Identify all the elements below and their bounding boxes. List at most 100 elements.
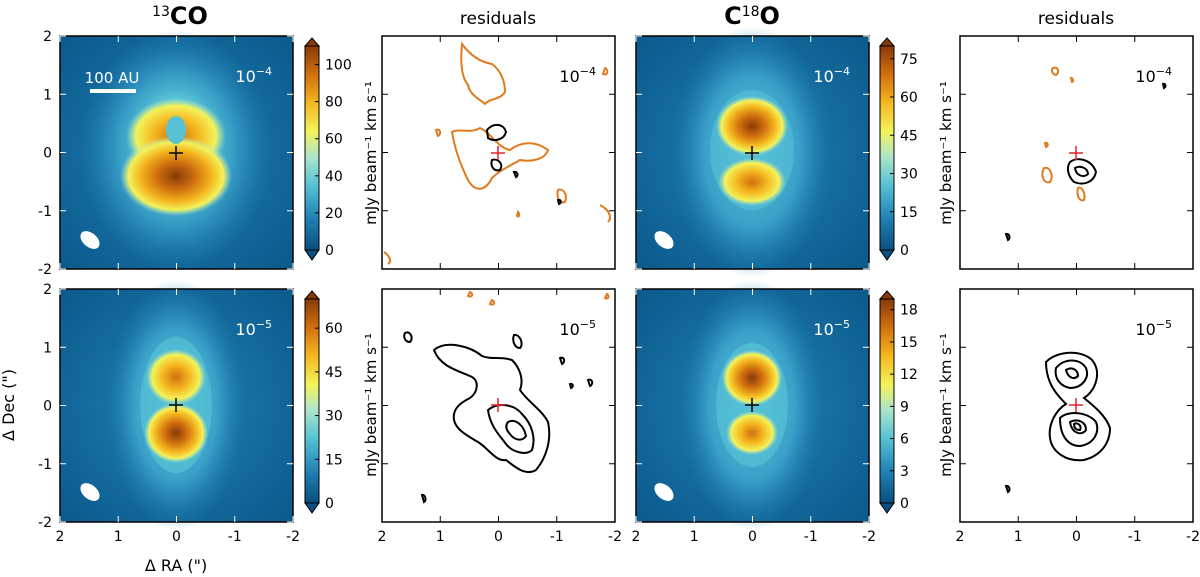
cbar-tick-label: 15 <box>900 205 918 221</box>
panel-tag-res1-bot: 10−5 <box>559 318 596 339</box>
cbar-label-4: mJy beam⁻¹ km s⁻¹ <box>937 333 955 477</box>
x-tick-label: 1 <box>436 529 445 545</box>
cbar-tick-label: 60 <box>325 132 343 148</box>
colorbar-c18o-top: 0 15 30 45 60 75 <box>878 37 918 261</box>
cbar-tick-label: 60 <box>325 321 343 337</box>
panel-tag-res1-top: 10−4 <box>559 65 596 86</box>
residual-13co-bottom: 10−5 <box>381 288 616 523</box>
beam <box>654 483 674 501</box>
x-tick-label: -1 <box>550 529 564 545</box>
cbar-tick-label: 60 <box>900 90 918 106</box>
x-tick-label: 0 <box>494 529 503 545</box>
positive-contours <box>485 124 562 206</box>
x-axis-label: Δ RA (") <box>145 556 207 575</box>
cbar-tick-label: 40 <box>325 169 343 185</box>
x-tick-label: 2 <box>56 529 65 545</box>
title-13co: 13CO <box>152 2 208 30</box>
cbar-tick-label: 3 <box>900 464 909 480</box>
negative-contours <box>383 41 611 265</box>
panel-tag-c18o-bot: 10−5 <box>813 318 850 339</box>
y-axis-label: Δ Dec (") <box>0 369 18 441</box>
beam <box>80 231 100 249</box>
star-marker <box>745 146 759 160</box>
star-marker <box>169 146 183 160</box>
title-residuals-1: residuals <box>460 9 536 29</box>
cbar-tick-label: 18 <box>900 303 918 319</box>
x-tick-label: 1 <box>1014 529 1023 545</box>
x-tick-label: -2 <box>862 529 876 545</box>
beam <box>654 231 674 249</box>
y-tick-label: 1 <box>43 340 52 356</box>
cbar-label-2: mJy beam⁻¹ km s⁻¹ <box>937 81 955 225</box>
y-tick-label: -2 <box>38 515 52 531</box>
cbar-tick-label: 12 <box>900 367 918 383</box>
x-tick-label: -2 <box>608 529 622 545</box>
scalebar <box>90 89 136 93</box>
x-tick-label: 2 <box>378 529 387 545</box>
y-tick-label: -2 <box>38 262 52 278</box>
x-tick-label: 2 <box>956 529 965 545</box>
scalebar-label: 100 AU <box>85 69 140 87</box>
cbar-tick-label: 100 <box>325 58 352 74</box>
x-tick-label: -2 <box>286 529 300 545</box>
cbar-tick-label: 30 <box>900 167 918 183</box>
cbar-tick-label: 45 <box>900 128 918 144</box>
star-marker <box>491 398 505 412</box>
residual-c18o-bottom: 10−5 <box>959 288 1194 523</box>
y-tick-label: 0 <box>43 399 52 415</box>
cbar-tick-label: 30 <box>325 409 343 425</box>
beam <box>80 483 100 501</box>
negative-contours <box>1041 66 1086 202</box>
star-marker <box>1069 398 1083 412</box>
star-marker <box>1069 146 1083 160</box>
title-residuals-2: residuals <box>1038 9 1114 29</box>
y-tick-label: -1 <box>38 204 52 220</box>
y-tick-label: 0 <box>43 146 52 162</box>
y-tick-label: 2 <box>43 282 52 298</box>
x-tick-label: -2 <box>1186 529 1200 545</box>
cbar-tick-label: 20 <box>325 206 343 222</box>
cbar-tick-label: 0 <box>325 496 334 512</box>
y-tick-label: -1 <box>38 457 52 473</box>
map-13co-top: 100 AU 10−4 <box>59 30 294 270</box>
colorbar-13co-bottom: 0 15 30 45 60 <box>303 290 343 514</box>
cbar-label-3: mJy beam⁻¹ km s⁻¹ <box>362 333 380 477</box>
panel-tag-res2-bot: 10−5 <box>1135 318 1172 339</box>
cbar-tick-label: 0 <box>325 243 334 259</box>
panel-tag-res2-top: 10−4 <box>1135 65 1172 86</box>
panel-tag-13co-bot: 10−5 <box>235 318 272 339</box>
x-tick-label: -1 <box>804 529 818 545</box>
cbar-label-1: mJy beam⁻¹ km s⁻¹ <box>362 81 380 225</box>
negative-contours <box>466 290 610 306</box>
y-tick-label: 1 <box>43 87 52 103</box>
star-marker <box>169 398 183 412</box>
panel-tag-c18o-top: 10−4 <box>813 65 850 86</box>
cbar-tick-label: 0 <box>900 496 909 512</box>
cbar-tick-label: 15 <box>325 452 343 468</box>
x-tick-label: 2 <box>632 529 641 545</box>
y-tick-label: 2 <box>43 29 52 45</box>
cbar-tick-label: 75 <box>900 52 918 68</box>
x-tick-label: 1 <box>690 529 699 545</box>
cbar-tick-label: 0 <box>900 243 909 259</box>
x-tick-label: -1 <box>1128 529 1142 545</box>
colorbar-c18o-bottom: 0 3 6 9 12 15 18 <box>878 290 918 514</box>
positive-contours <box>403 331 594 504</box>
cbar-tick-label: 15 <box>900 335 918 351</box>
map-c18o-top: 10−4 <box>635 27 870 277</box>
title-c18o: C18O <box>724 2 780 30</box>
cbar-tick-label: 80 <box>325 95 343 111</box>
residual-13co-top: 10−4 <box>381 35 616 270</box>
star-marker <box>491 146 505 160</box>
cbar-tick-label: 9 <box>900 399 909 415</box>
positive-contours <box>1004 351 1112 494</box>
star-marker <box>745 398 759 412</box>
residual-c18o-top: 10−4 <box>959 35 1194 270</box>
x-tick-label: -1 <box>228 529 242 545</box>
map-c18o-bottom: 10−5 <box>635 280 870 530</box>
x-tick-label: 0 <box>1072 529 1081 545</box>
x-tick-label: 0 <box>748 529 757 545</box>
x-tick-label: 0 <box>172 529 181 545</box>
